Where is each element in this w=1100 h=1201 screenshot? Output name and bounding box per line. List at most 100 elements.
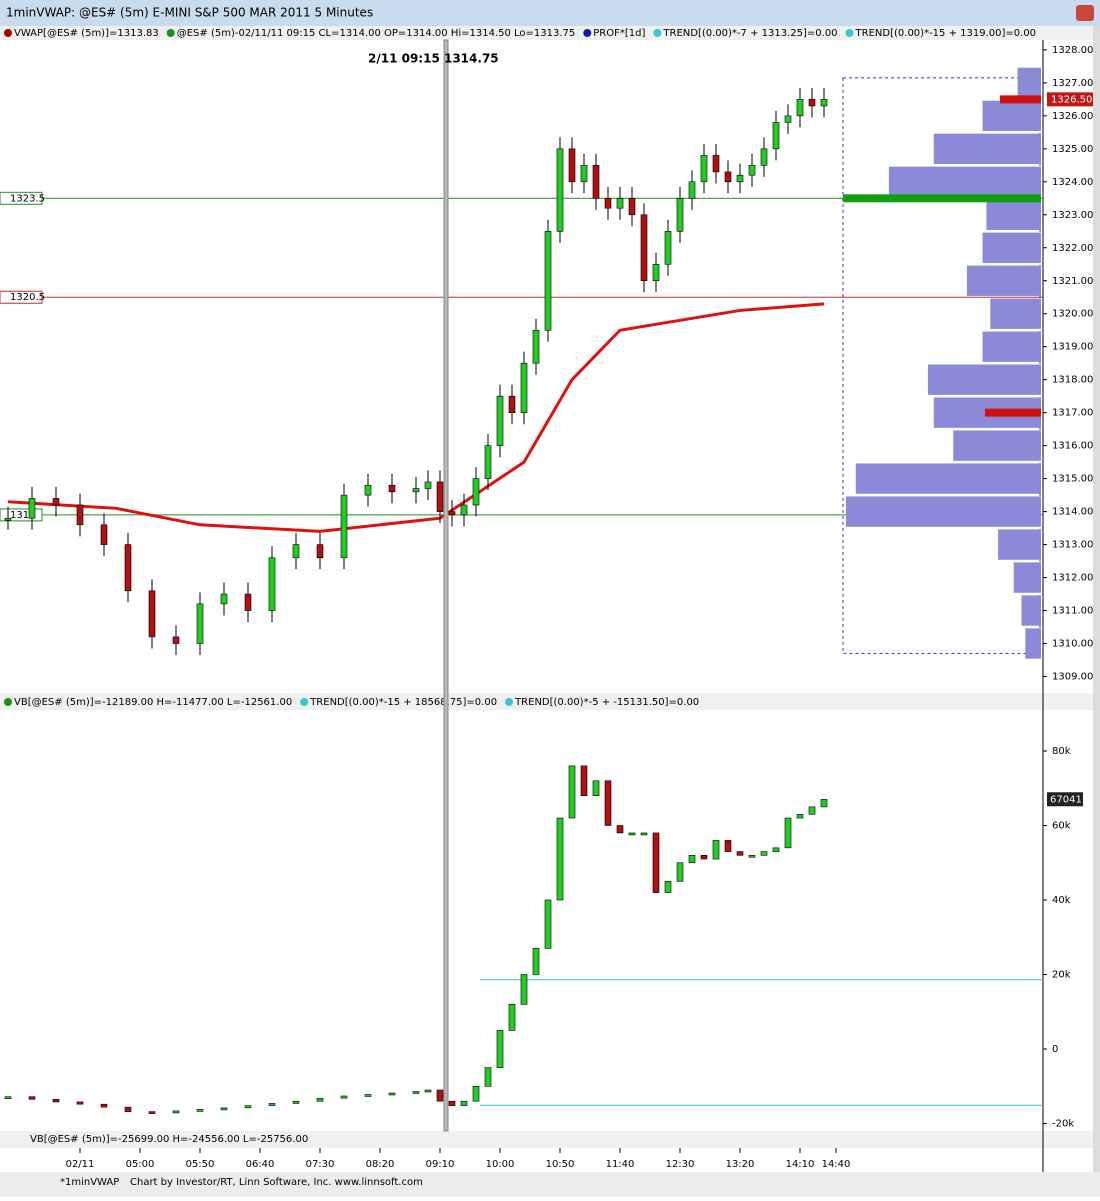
y-tick-label: 1320.00 xyxy=(1052,309,1093,320)
x-tick-label: 10:50 xyxy=(546,1159,575,1170)
vb-candle xyxy=(220,1107,228,1111)
last-price-tag xyxy=(1047,92,1093,107)
price-candle xyxy=(700,155,708,183)
vb-candle xyxy=(724,840,732,852)
x-tick-label: 05:50 xyxy=(186,1159,215,1170)
legend-dot xyxy=(4,29,12,37)
vb-candle xyxy=(244,1105,252,1109)
legend-entry: VWAP[@ES# (5m)]=1313.83 xyxy=(14,28,159,39)
vb-candle xyxy=(148,1111,156,1114)
y-tick-label: 1317.00 xyxy=(1052,408,1093,419)
price-candle xyxy=(364,484,372,496)
price-candle xyxy=(76,504,84,526)
y-tick-label: 1314.00 xyxy=(1052,507,1093,518)
x-tick-label: 05:00 xyxy=(126,1159,155,1170)
vb-candle xyxy=(4,1096,12,1100)
vb-candle xyxy=(388,1092,396,1096)
profile-highlight xyxy=(843,194,1041,203)
profile-bar xyxy=(933,133,1041,165)
status-tab[interactable]: *1minVWAP xyxy=(60,1177,119,1188)
vb-candle xyxy=(124,1106,132,1112)
vb-candle xyxy=(496,1030,504,1068)
x-tick-label: 07:30 xyxy=(306,1159,335,1170)
profile-bar xyxy=(1013,562,1041,593)
vb-candle xyxy=(316,1097,324,1102)
profile-bar xyxy=(855,463,1041,494)
legend-dot xyxy=(4,698,12,706)
profile-bar xyxy=(1021,595,1041,626)
vb-candle xyxy=(28,1096,36,1100)
vb-candle xyxy=(760,851,768,856)
vb-candle xyxy=(268,1103,276,1106)
window-title: 1minVWAP: @ES# (5m) E-MINI S&P 500 MAR 2… xyxy=(6,6,373,20)
price-candle xyxy=(244,593,252,611)
y-tick-label: 1309.00 xyxy=(1052,672,1093,683)
vb-candle xyxy=(172,1110,180,1114)
y-tick-label: 1321.00 xyxy=(1052,276,1093,287)
x-tick-label: 11:40 xyxy=(606,1159,635,1170)
price-candle xyxy=(556,148,564,232)
level-label: 1314 xyxy=(10,510,35,521)
price-candle xyxy=(520,362,528,413)
level-tag xyxy=(0,191,43,205)
vb-candle xyxy=(580,765,588,796)
price-candle xyxy=(448,511,456,516)
price-candle xyxy=(220,593,228,605)
x-tick-label: 10:00 xyxy=(486,1159,515,1170)
y-tick-label: 0 xyxy=(1052,1044,1058,1055)
x-tick-label: 14:40 xyxy=(822,1159,851,1170)
price-candle xyxy=(388,484,396,493)
status-bar xyxy=(0,1172,1100,1197)
y-tick-label: 1316.00 xyxy=(1052,441,1093,452)
close-button[interactable] xyxy=(1076,5,1094,21)
price-candle xyxy=(796,99,804,117)
vb-candle xyxy=(424,1089,432,1093)
price-candle xyxy=(580,165,588,183)
legend-entry: VB[@ES# (5m)]=-12189.00 H=-11477.00 L=-1… xyxy=(14,697,292,708)
price-candle xyxy=(268,557,276,611)
scrollbar[interactable] xyxy=(1093,26,1100,1172)
vb-candle xyxy=(628,832,636,836)
price-legend-bar xyxy=(0,26,1100,40)
x-tick-label: 12:30 xyxy=(666,1159,695,1170)
vb-candle xyxy=(52,1099,60,1103)
vb-candle xyxy=(664,881,672,893)
cursor-line xyxy=(443,39,449,1132)
price-candle xyxy=(316,544,324,559)
profile-bar xyxy=(982,232,1041,263)
vb-candle xyxy=(448,1100,456,1106)
price-candle xyxy=(736,174,744,183)
price-candle xyxy=(640,214,648,282)
profile-bar xyxy=(966,265,1041,296)
profile-bar xyxy=(982,331,1041,362)
y-tick-label: 1324.00 xyxy=(1052,177,1093,188)
last-price-label: 1326.50 xyxy=(1051,94,1092,105)
y-tick-label: -20k xyxy=(1052,1119,1074,1130)
x-tick-label: 06:40 xyxy=(246,1159,275,1170)
price-candle xyxy=(532,329,540,364)
vwap-line xyxy=(7,302,825,533)
vb-candle xyxy=(472,1085,480,1102)
profile-bar xyxy=(998,529,1041,560)
price-candle xyxy=(196,603,204,644)
y-tick-label: 1315.00 xyxy=(1052,474,1093,485)
profile-bar xyxy=(982,100,1041,132)
price-candle xyxy=(688,181,696,199)
price-candle xyxy=(592,165,600,199)
profile-bar xyxy=(846,496,1041,527)
y-tick-label: 1322.00 xyxy=(1052,243,1093,254)
vb-candle xyxy=(556,817,564,901)
x-tick-label: 13:20 xyxy=(726,1159,755,1170)
price-candle xyxy=(52,498,60,506)
legend-entry: TREND[(0.00)*-15 + 1319.00]=0.00 xyxy=(855,28,1037,39)
status-credit: Chart by Investor/RT, Linn Software, Inc… xyxy=(130,1177,423,1188)
vb-candle xyxy=(520,974,528,1005)
y-tick-label: 1311.00 xyxy=(1052,606,1093,617)
price-candle xyxy=(616,198,624,209)
level-label: 1320.5 xyxy=(10,292,45,303)
price-candle xyxy=(508,395,516,413)
vb-candle xyxy=(484,1067,492,1087)
vb-candle xyxy=(676,862,684,882)
vb-candle xyxy=(412,1091,420,1094)
